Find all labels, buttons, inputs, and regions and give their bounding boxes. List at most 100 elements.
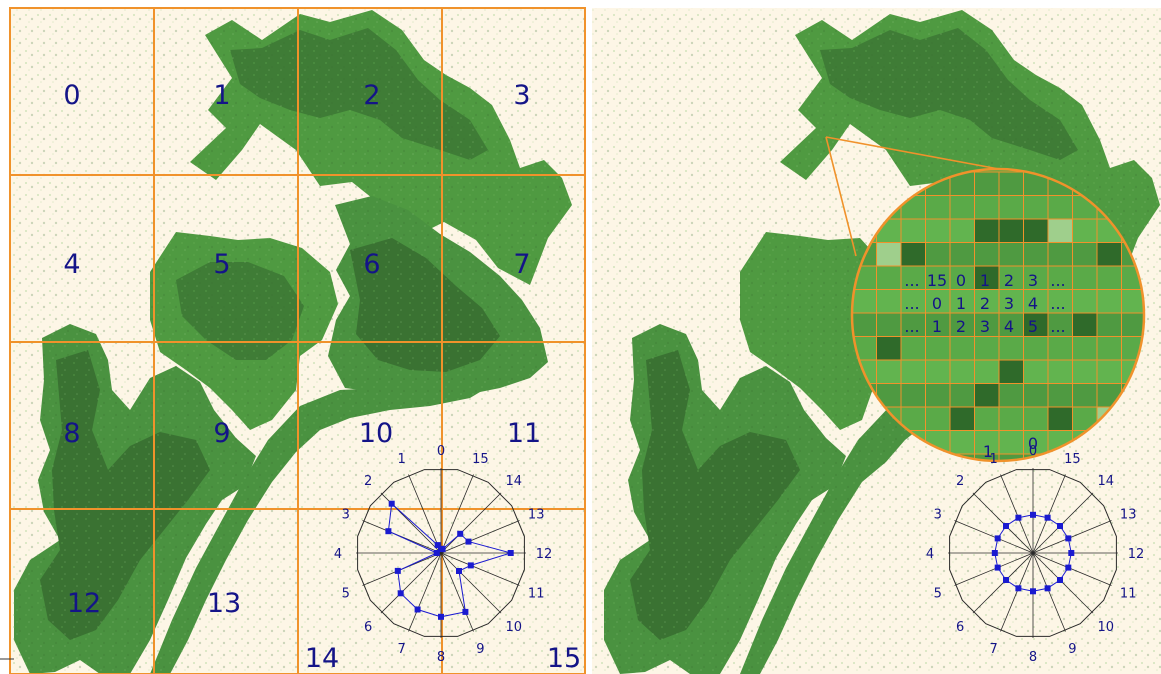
- lens-cell: [974, 383, 1000, 408]
- lens-cell: [1072, 312, 1098, 337]
- left-radar-label-4: 4: [334, 547, 342, 562]
- lens-cell: [1072, 383, 1098, 408]
- lens-cell: [876, 265, 902, 290]
- lens-cell: [949, 218, 975, 243]
- lens-cell: [1096, 359, 1122, 384]
- tile-label-6: 6: [363, 249, 380, 280]
- lens-cell: [998, 242, 1024, 267]
- lens-cell: [998, 430, 1024, 455]
- lens-cell: [949, 336, 975, 361]
- lens-cell: [1023, 218, 1049, 243]
- right-radar-point-7: [1015, 585, 1022, 592]
- right-radar-label-12: 12: [1128, 547, 1145, 562]
- lens-cell: [949, 359, 975, 384]
- right-radar-label-4: 4: [926, 547, 934, 562]
- lens-cell: [1047, 406, 1073, 431]
- lens-cell: [1072, 242, 1098, 267]
- lens-cell: [998, 453, 1024, 461]
- left-radar-label-3: 3: [342, 508, 350, 523]
- left-radar-spoke: [408, 474, 442, 554]
- right-radar-point-2: [1003, 523, 1009, 529]
- left-radar-spoke: [440, 552, 474, 632]
- lens-bottom-label: 1: [983, 442, 993, 461]
- lens-cell: [949, 242, 975, 267]
- right-radar-spoke: [954, 520, 1034, 554]
- lens-cell: [925, 359, 951, 384]
- right-radar-label-0: 0: [1029, 444, 1037, 459]
- lens-cell-label: 2: [956, 317, 966, 336]
- lens-cell-label: 3: [980, 317, 990, 336]
- left-radar-label-2: 2: [364, 474, 372, 489]
- lens-cell: [1096, 289, 1122, 314]
- left-radar-spoke: [440, 552, 502, 614]
- left-radar-label-13: 13: [528, 508, 545, 523]
- left-tile-labels: 0 1 2 3 4 5 6 7 8 9 10 11 12 13 14 15: [63, 80, 581, 674]
- lens-cell: [876, 359, 902, 384]
- lens-cell: [1023, 359, 1049, 384]
- lens-cell-label: 0: [956, 271, 966, 290]
- right-radar-spoke: [1000, 474, 1034, 554]
- right-radar-point-3: [994, 535, 1001, 542]
- right-radar-spoke: [972, 552, 1034, 614]
- lens-cell: [925, 383, 951, 408]
- lens-cell: [998, 218, 1024, 243]
- right-radar-label-1: 1: [989, 452, 997, 467]
- lens-cell: [998, 406, 1024, 431]
- left-tile-grid: [9, 7, 586, 674]
- lens-cell-label: 3: [1028, 271, 1038, 290]
- right-radar-spoke: [1000, 552, 1034, 632]
- lens-cell: [974, 218, 1000, 243]
- right-radar-point-11: [1065, 564, 1072, 571]
- lens-cell-label: ...: [1050, 294, 1065, 313]
- lens-cell-label: ...: [1050, 271, 1065, 290]
- lens-cell: [925, 195, 951, 220]
- lens-cell: [1072, 218, 1098, 243]
- tile-label-2: 2: [363, 80, 380, 111]
- tile-label-12: 12: [67, 588, 101, 619]
- lens-cell: [974, 242, 1000, 267]
- tile-label-11: 11: [507, 418, 541, 449]
- left-radar-point-2: [388, 500, 395, 507]
- right-radar-frame: [949, 469, 1117, 637]
- lens-cell-label: 4: [1028, 294, 1038, 313]
- lens-cell: [1072, 359, 1098, 384]
- lens-cell: [1047, 383, 1073, 408]
- lens-row-1: ... 15 0 1 2 3 ...: [904, 271, 1065, 290]
- right-radar-point-4: [991, 550, 998, 556]
- lens-cell: [1047, 336, 1073, 361]
- left-radar-point-14: [457, 530, 464, 537]
- right-radar-label-8: 8: [1029, 650, 1037, 665]
- tile-label-8: 8: [63, 418, 80, 449]
- lens-cell: [974, 171, 1000, 196]
- right-radar-spoke: [1032, 552, 1112, 586]
- tile-label-10: 10: [359, 418, 393, 449]
- lens-cell: [1096, 265, 1122, 290]
- lens-cell-label: ...: [904, 317, 919, 336]
- right-radar-point-1: [1015, 514, 1022, 521]
- lens-cell: [1096, 242, 1122, 267]
- lens-row-3: ... 1 2 3 4 5 ...: [904, 317, 1065, 336]
- right-radar-label-13: 13: [1120, 508, 1137, 523]
- lens-cell: [949, 430, 975, 455]
- lens-cell-label: ...: [1050, 317, 1065, 336]
- right-radar-spoke: [954, 552, 1034, 586]
- lens-cell: [1023, 195, 1049, 220]
- tile-label-7: 7: [513, 249, 530, 280]
- left-radar-point-3: [385, 528, 392, 535]
- left-radar-label-9: 9: [476, 642, 484, 657]
- right-radar-point-12: [1068, 550, 1075, 556]
- left-radar-label-7: 7: [397, 642, 405, 657]
- lens-border: [850, 167, 1146, 463]
- left-radar-label-12: 12: [536, 547, 553, 562]
- tile-label-15: 15: [547, 643, 581, 674]
- left-radar-label-14: 14: [506, 474, 523, 489]
- right-radar-spoke: [1032, 520, 1112, 554]
- left-radar-point-8: [438, 613, 444, 620]
- left-radar-frame: [357, 469, 525, 637]
- lens-cell: [1023, 406, 1049, 431]
- lens-cell: [974, 195, 1000, 220]
- lens-cell: [876, 312, 902, 337]
- lens-cell: [925, 406, 951, 431]
- lens-cell: [900, 383, 926, 408]
- lens-cell: [1072, 265, 1098, 290]
